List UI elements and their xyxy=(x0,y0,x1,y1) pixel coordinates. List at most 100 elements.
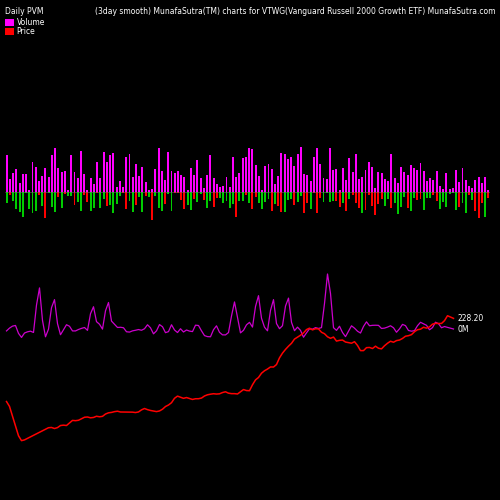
Bar xyxy=(484,192,486,216)
Bar xyxy=(170,171,172,192)
Bar xyxy=(161,192,163,210)
Bar xyxy=(336,192,338,202)
Bar xyxy=(481,192,483,203)
Bar xyxy=(16,192,18,208)
Bar xyxy=(252,192,254,208)
Bar xyxy=(432,192,434,195)
Bar xyxy=(468,186,470,192)
Bar xyxy=(116,186,117,192)
Bar xyxy=(384,178,386,192)
Bar xyxy=(345,192,347,211)
Bar xyxy=(184,192,186,210)
Bar xyxy=(294,166,296,192)
Bar xyxy=(261,192,263,209)
Bar xyxy=(406,174,408,192)
Bar xyxy=(184,177,186,192)
Bar xyxy=(345,180,347,192)
Bar xyxy=(261,190,263,192)
Text: 0M: 0M xyxy=(458,324,469,334)
Bar xyxy=(102,192,104,199)
Bar xyxy=(310,192,312,209)
Bar xyxy=(342,192,344,203)
Bar xyxy=(413,168,415,192)
Bar xyxy=(212,192,214,207)
Bar xyxy=(362,177,364,192)
Bar xyxy=(390,154,392,192)
Bar xyxy=(446,192,448,207)
Bar xyxy=(32,192,34,213)
Bar xyxy=(34,167,36,192)
Bar xyxy=(41,192,43,206)
Bar xyxy=(100,178,102,192)
Bar xyxy=(90,178,92,192)
Bar xyxy=(290,156,292,192)
Bar xyxy=(210,154,212,192)
Bar xyxy=(83,192,85,196)
Bar xyxy=(429,192,431,198)
Bar xyxy=(465,180,466,192)
Bar xyxy=(410,165,412,192)
Bar xyxy=(170,192,172,211)
Bar xyxy=(102,152,104,192)
Bar xyxy=(397,184,399,192)
Bar xyxy=(371,168,373,192)
Bar xyxy=(235,192,237,217)
Bar xyxy=(465,192,466,214)
Bar xyxy=(271,192,272,211)
Bar xyxy=(58,168,59,192)
Bar xyxy=(132,192,134,212)
Bar xyxy=(238,172,240,192)
Bar xyxy=(154,192,156,196)
Bar xyxy=(219,192,221,198)
Bar xyxy=(338,190,340,192)
Bar xyxy=(210,192,212,200)
Bar xyxy=(455,170,457,192)
Bar xyxy=(458,192,460,207)
Bar xyxy=(138,192,140,197)
Bar xyxy=(216,184,218,192)
Bar xyxy=(488,190,490,192)
Bar xyxy=(406,192,408,208)
Bar xyxy=(148,192,150,197)
Bar xyxy=(158,192,160,208)
Bar xyxy=(313,192,315,194)
Bar xyxy=(416,170,418,192)
Bar xyxy=(128,192,130,201)
Bar xyxy=(303,192,305,214)
Bar xyxy=(193,175,195,192)
Bar xyxy=(362,192,364,213)
Bar xyxy=(258,176,260,192)
Bar xyxy=(54,148,56,192)
Bar xyxy=(429,178,431,192)
Bar xyxy=(206,192,208,208)
Bar xyxy=(190,192,192,210)
Bar xyxy=(442,192,444,202)
Bar xyxy=(190,168,192,192)
Bar xyxy=(426,192,428,198)
Bar xyxy=(274,192,276,204)
Bar xyxy=(329,148,331,192)
Bar xyxy=(462,192,464,203)
Bar xyxy=(196,192,198,202)
Bar xyxy=(38,192,40,196)
Bar xyxy=(106,192,108,206)
Bar xyxy=(348,158,350,192)
Bar xyxy=(106,162,108,192)
Bar xyxy=(228,187,230,192)
Bar xyxy=(67,190,69,192)
Bar xyxy=(332,170,334,192)
Bar xyxy=(41,176,43,192)
Bar xyxy=(235,177,237,192)
Bar xyxy=(34,192,36,211)
Bar xyxy=(6,192,8,203)
Bar xyxy=(478,177,480,192)
Bar xyxy=(164,180,166,192)
Bar xyxy=(245,157,247,192)
Bar xyxy=(242,158,244,192)
Bar xyxy=(274,184,276,192)
Bar xyxy=(404,192,406,197)
Bar xyxy=(300,147,302,192)
Bar xyxy=(300,192,302,196)
Bar xyxy=(316,148,318,192)
Bar xyxy=(352,192,354,195)
